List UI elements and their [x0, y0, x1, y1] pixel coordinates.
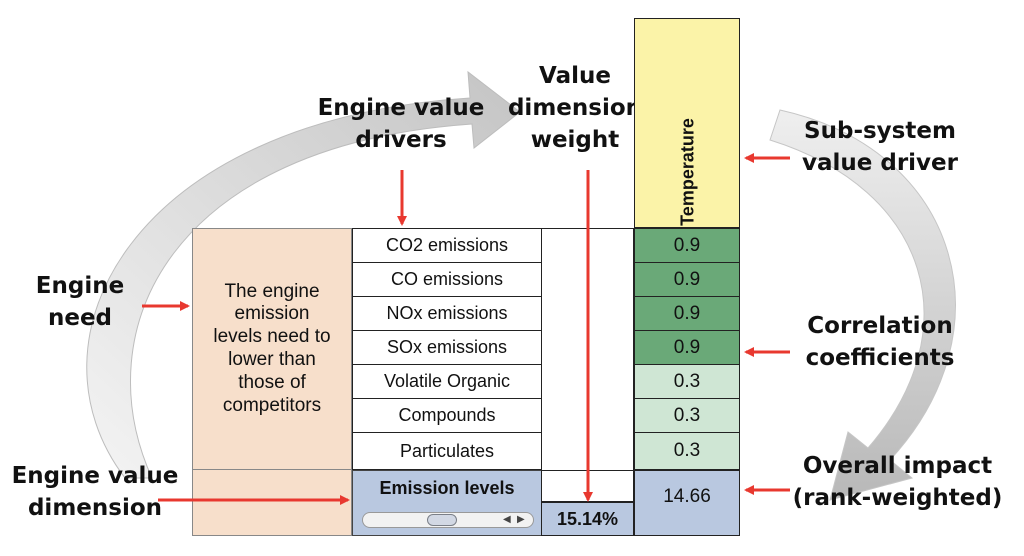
value-dimension-weight-label: Value dimension weight — [507, 63, 643, 154]
engine-need-label: Engine need — [35, 273, 125, 332]
driver-particulates: Particulates — [352, 432, 542, 470]
left-curved-flow-arrow — [86, 70, 521, 479]
engine-value-dimension-label: Engine value dimension — [11, 463, 179, 522]
overall-impact-value: 14.66 — [663, 486, 711, 507]
dimension-scrollbar[interactable]: ◀ ▶ — [362, 512, 534, 528]
need-line: those of — [238, 371, 306, 393]
driver-compounds: Compounds — [352, 398, 542, 433]
coefficient-nox: 0.9 — [634, 296, 740, 331]
need-line: The engine — [224, 280, 320, 302]
weight-value: 15.14% — [541, 502, 634, 536]
coefficient-compounds: 0.3 — [634, 398, 740, 433]
need-line: levels need to — [213, 326, 331, 348]
sub-system-value-driver-label: Sub-system value driver — [801, 118, 958, 177]
need-line: competitors — [222, 394, 322, 416]
scrollbar-thumb[interactable] — [427, 514, 457, 526]
temperature-header: Temperature — [634, 18, 740, 228]
coefficient-particulates: 0.3 — [634, 432, 740, 470]
overall-impact-box — [634, 470, 740, 536]
need-box-lower-fill — [192, 470, 352, 536]
coefficient-co: 0.9 — [634, 262, 740, 297]
need-line: emission — [234, 303, 310, 325]
right-curved-flow-arrow — [769, 109, 956, 501]
coefficient-sox: 0.9 — [634, 330, 740, 365]
correlation-coefficients-label: Correlation coefficients — [805, 313, 955, 372]
driver-co2: CO2 emissions — [352, 228, 542, 263]
overall-impact-label: Overall impact (rank-weighted) — [792, 453, 1003, 512]
need-line: lower than — [228, 349, 316, 370]
driver-nox: NOx emissions — [352, 296, 542, 331]
engine-value-drivers-label: Engine value drivers — [317, 95, 485, 154]
scroll-left-arrow-icon[interactable]: ◀ — [503, 514, 511, 525]
engine-need-box: The engine emission levels need to lower… — [192, 228, 352, 470]
emission-levels-label: Emission levels — [379, 478, 515, 498]
coefficient-co2: 0.9 — [634, 228, 740, 263]
scroll-right-arrow-icon[interactable]: ▶ — [517, 514, 525, 525]
